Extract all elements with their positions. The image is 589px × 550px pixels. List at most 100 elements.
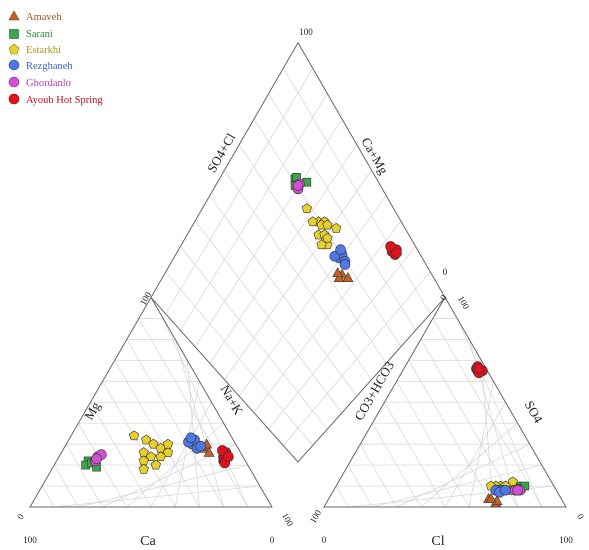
legend-marker-pentagon bbox=[8, 43, 20, 55]
legend-marker-circle bbox=[8, 93, 20, 105]
anion-right-axis-label: SO4 bbox=[522, 398, 547, 426]
estarkhi-diamond-point bbox=[307, 216, 318, 227]
ayoub-hot-spring-diamond-point bbox=[391, 247, 402, 259]
legend-label: Ghordanlo bbox=[26, 78, 71, 89]
grid-line bbox=[114, 360, 200, 508]
legend-label: Rezghaneh bbox=[26, 61, 73, 72]
rezghaneh-cation-point bbox=[195, 440, 206, 452]
legend-marker-circle bbox=[8, 59, 20, 71]
estarkhi-cation-point bbox=[148, 438, 159, 449]
ghordanlo-anion-point bbox=[512, 484, 523, 496]
ayoub-hot-spring-cation-point bbox=[223, 451, 234, 463]
estarkhi-diamond-point bbox=[316, 239, 327, 250]
grid-line bbox=[408, 360, 494, 508]
rezghaneh-diamond-point bbox=[339, 259, 351, 270]
grid-line bbox=[224, 169, 372, 380]
grid-line bbox=[347, 464, 373, 508]
legend-label: Estarkhi bbox=[26, 45, 61, 56]
legend-label: Amaveh bbox=[26, 12, 62, 23]
plot-frames bbox=[29, 41, 567, 508]
grid-line bbox=[268, 93, 416, 331]
rezghaneh-diamond-point bbox=[335, 244, 346, 256]
estarkhi-cation-point bbox=[150, 459, 161, 470]
tick-label: 100 bbox=[280, 511, 296, 528]
amaveh-cation-point bbox=[203, 446, 215, 457]
grid-line bbox=[194, 119, 343, 347]
anion-left-axis-label: CO3+HCO3 bbox=[351, 358, 397, 423]
estarkhi-diamond-point bbox=[322, 232, 333, 243]
tick-label: 0 bbox=[438, 293, 449, 302]
legend-item: Amaveh bbox=[8, 10, 62, 23]
estarkhi-diamond-point bbox=[322, 219, 333, 230]
central-diamond bbox=[150, 41, 446, 463]
data-points bbox=[81, 173, 530, 508]
grid-line bbox=[282, 68, 431, 315]
legend-item: Sarani bbox=[9, 29, 53, 40]
tick-label: 0 bbox=[270, 535, 275, 545]
tick-label: 100 bbox=[23, 535, 37, 545]
grid-line bbox=[238, 144, 387, 364]
grid-line bbox=[78, 422, 128, 508]
grid-line bbox=[384, 402, 446, 508]
rezghaneh-anion-point bbox=[500, 484, 511, 496]
ghordanlo-cation-point bbox=[91, 453, 102, 465]
estarkhi-diamond-point bbox=[331, 222, 342, 233]
grid-line bbox=[102, 381, 176, 508]
rezghaneh-cation-point bbox=[185, 432, 197, 444]
grid-line bbox=[138, 318, 249, 508]
grid-line bbox=[335, 485, 349, 508]
grid-line bbox=[90, 402, 152, 508]
estarkhi-cation-point bbox=[128, 430, 140, 441]
estarkhi-cation-point bbox=[155, 451, 166, 462]
tick-label: 100 bbox=[308, 508, 324, 525]
legend-item: Rezghaneh bbox=[8, 59, 73, 72]
amaveh-diamond-point bbox=[333, 272, 345, 282]
grid-lines bbox=[41, 68, 554, 508]
grid-line bbox=[53, 464, 79, 508]
grid-line bbox=[209, 144, 358, 364]
tick-label: 100 bbox=[559, 535, 573, 545]
legend-item: Ghordanlo bbox=[8, 76, 71, 89]
estarkhi-cation-point bbox=[138, 463, 149, 474]
tick-label: 100 bbox=[299, 27, 313, 37]
estarkhi-cation-point bbox=[141, 434, 152, 445]
grid-line bbox=[444, 402, 506, 508]
legend-marker-square bbox=[9, 29, 19, 39]
estarkhi-cation-point bbox=[145, 451, 157, 462]
grid-line bbox=[432, 318, 543, 508]
legend-marker-triangle bbox=[8, 10, 20, 21]
ghordanlo-diamond-point bbox=[292, 180, 304, 191]
legend-item: Estarkhi bbox=[8, 43, 61, 56]
grid-line bbox=[420, 339, 518, 508]
cation-bottom-axis-label: Ca bbox=[140, 534, 156, 549]
tick-label: 100 bbox=[456, 294, 472, 311]
anion-bottom-axis-label: Cl bbox=[431, 534, 444, 549]
legend: Amaveh Sarani Estarkhi Rezghaneh Ghordan… bbox=[8, 10, 103, 106]
diamond-upper-left-label: SO4+Cl bbox=[204, 130, 239, 175]
tick-label: 0 bbox=[15, 512, 26, 521]
tick-label: 0 bbox=[322, 535, 327, 545]
grid-line bbox=[372, 422, 422, 508]
legend-marker-circle bbox=[8, 76, 20, 88]
grid-line bbox=[396, 381, 470, 508]
grid-line bbox=[165, 68, 314, 315]
amaveh-anion-point bbox=[485, 492, 497, 503]
grid-line bbox=[150, 402, 212, 508]
tick-label: 100 bbox=[138, 290, 154, 307]
legend-label: Ayoub Hot Spring bbox=[26, 95, 103, 106]
grid-line bbox=[126, 339, 224, 508]
grid-line bbox=[41, 485, 55, 508]
grid-line bbox=[65, 443, 103, 508]
grid-line bbox=[162, 318, 249, 508]
ayoub-hot-spring-anion-point bbox=[473, 363, 485, 374]
grid-line bbox=[180, 93, 328, 331]
tick-label: 0 bbox=[575, 512, 586, 521]
legend-item: Ayoub Hot Spring bbox=[8, 93, 103, 106]
legend-label: Sarani bbox=[26, 29, 53, 40]
cation-triangle bbox=[29, 296, 273, 508]
tick-label: 0 bbox=[443, 267, 448, 277]
estarkhi-diamond-point bbox=[301, 203, 312, 213]
amaveh-diamond-point bbox=[342, 272, 354, 282]
estarkhi-cation-point bbox=[162, 438, 174, 449]
